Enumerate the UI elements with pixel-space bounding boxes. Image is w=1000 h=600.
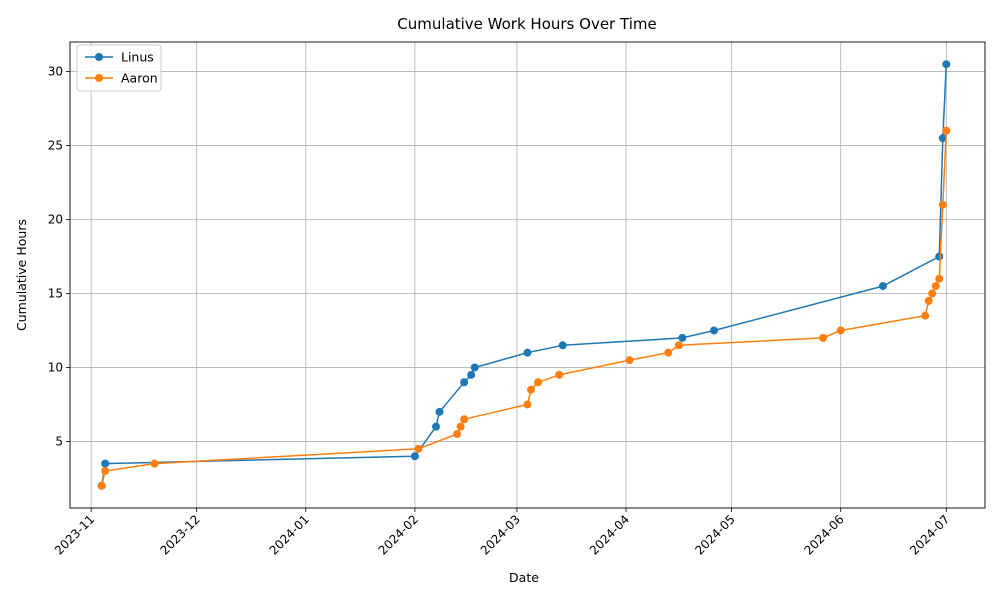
data-point [625,356,634,365]
data-point [460,378,469,387]
data-point [470,363,479,372]
series-line [100,64,948,486]
data-point [456,422,465,431]
data-point [710,326,719,335]
data-point [678,333,687,342]
data-point [938,200,947,209]
data-point [150,459,159,468]
data-point [924,296,933,305]
data-point [523,348,532,357]
data-point [819,333,828,342]
y-tick-label: 20 [48,213,63,227]
data-point [664,348,673,357]
legend-label: Linus [121,50,154,65]
data-point [555,370,564,379]
data-point [558,341,567,350]
data-point [101,459,110,468]
data-point [527,385,536,394]
grid [70,42,985,508]
data-point [460,415,469,424]
y-tick-label: 5 [55,434,63,448]
y-tick-label: 10 [48,360,63,374]
data-point [101,467,110,476]
data-point [878,282,887,291]
data-point [432,422,440,431]
series-aaron [97,126,951,490]
x-axis-title: Date [509,570,539,585]
data-point [938,134,947,143]
y-tick-label: 30 [48,65,63,79]
data-point [931,282,940,291]
data-point [942,60,951,69]
legend-marker [95,53,103,61]
y-tick-label: 25 [48,139,63,153]
data-point [935,274,944,283]
data-point [674,341,683,350]
data-point [453,430,462,439]
data-point [935,252,944,261]
plot-area-frame [69,41,986,509]
data-point [836,326,845,335]
data-point [410,452,419,461]
legend: Linus Aaron [76,44,162,92]
legend-label: Aaron [121,71,158,86]
y-axis-title: Cumulative Hours [14,219,29,331]
series-layer [97,60,951,490]
data-point [435,407,444,416]
data-point [942,126,951,135]
data-point [921,311,930,320]
data-point [467,370,476,379]
series-linus [97,60,951,490]
chart-title: Cumulative Work Hours Over Time [397,15,656,33]
data-point [97,481,106,490]
legend-marker [95,74,103,82]
data-point [414,444,423,453]
data-point [928,289,937,298]
data-point [534,378,543,387]
y-tick-label: 15 [48,286,63,300]
data-point [523,400,532,409]
